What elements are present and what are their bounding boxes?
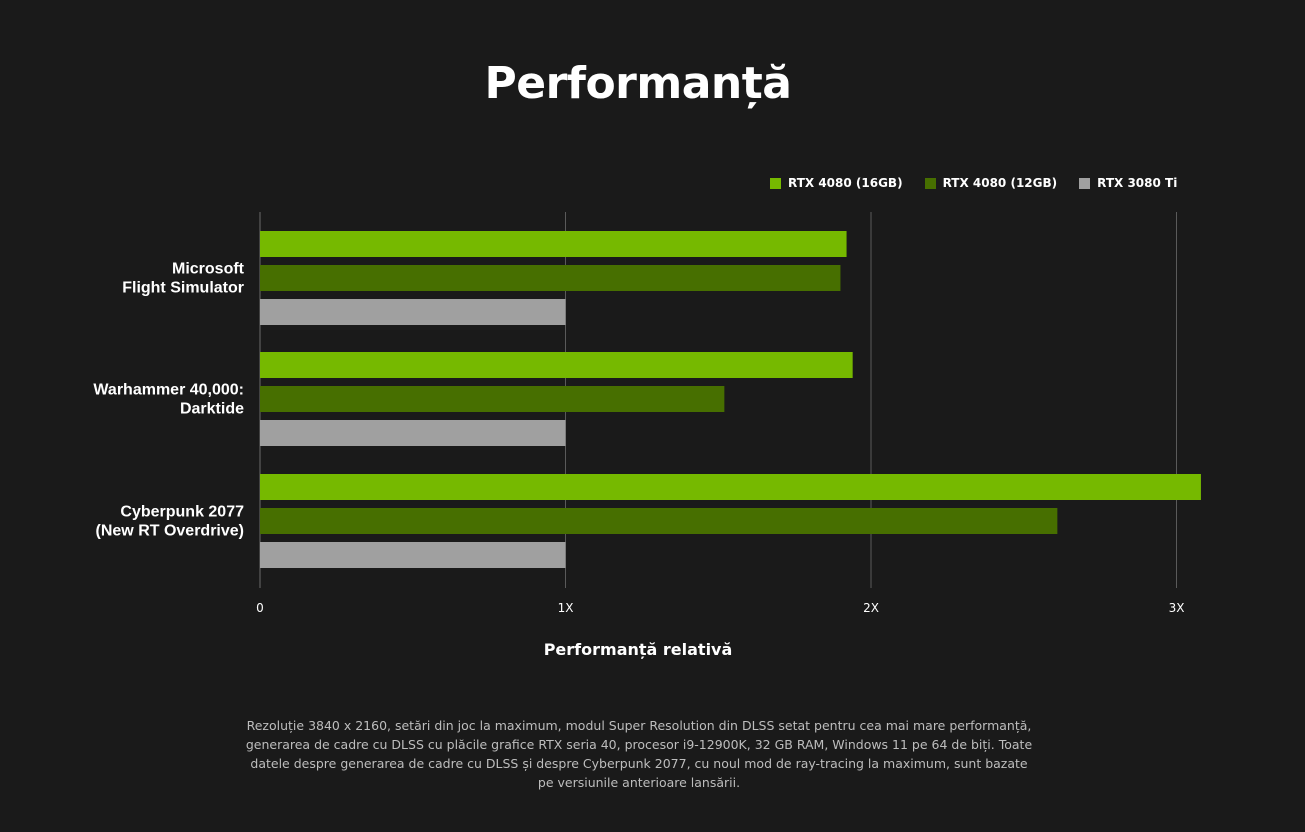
- legend-label-rtx-4080-12gb: RTX 4080 (12GB): [942, 176, 1058, 190]
- legend-swatch-rtx-4080-12gb: [924, 177, 936, 189]
- legend-swatch-rtx-3080-ti: [1079, 177, 1091, 189]
- category-label-microsoft-line-2: Flight Simulator: [122, 280, 244, 297]
- legend-swatch-rtx-4080-16gb: [770, 177, 781, 189]
- category-label-cyberpunk-2077-line-1: Cyberpunk 2077: [120, 504, 244, 521]
- x-tick-label-1x: 1X: [558, 601, 574, 615]
- category-label-warhammer-40-000-line-2: Darktide: [180, 401, 244, 418]
- legend-item-rtx-4080-12gb: RTX 4080 (12GB): [924, 176, 1058, 190]
- x-tick-label-3x: 3X: [1169, 601, 1185, 615]
- legend-label-rtx-4080-16gb: RTX 4080 (16GB): [788, 176, 903, 190]
- bar-warhammer-40-000-rtx-4080-12gb: [260, 386, 725, 412]
- category-label-microsoft-line-1: Microsoft: [172, 261, 245, 278]
- x-axis-label: Performanță relativă: [543, 640, 733, 659]
- bar-microsoft-rtx-3080-ti: [260, 299, 566, 325]
- bar-microsoft-rtx-4080-16gb: [260, 231, 847, 257]
- bar-cyberpunk-2077-rtx-4080-12gb: [260, 508, 1058, 534]
- footnote: Rezoluție 3840 x 2160, setări din joc la…: [245, 718, 1033, 790]
- x-tick-label-0: 0: [256, 601, 264, 615]
- chart-legend: RTX 4080 (16GB) RTX 4080 (12GB) RTX 3080…: [770, 176, 1177, 190]
- bar-chart: 0 1X 2X 3X Microsoft Flight Simulator Warhamme…: [93, 212, 1201, 615]
- category-label-cyberpunk-2077-line-2: (New RT Overdrive): [96, 523, 244, 540]
- bar-cyberpunk-2077-rtx-4080-16gb: [260, 474, 1201, 500]
- x-tick-label-2x: 2X: [863, 601, 879, 615]
- legend-item-rtx-4080-16gb: RTX 4080 (16GB): [770, 176, 903, 190]
- category-label-warhammer-40-000-line-1: Warhammer 40,000:: [93, 382, 244, 399]
- chart-title: Performanță: [484, 58, 792, 109]
- bar-cyberpunk-2077-rtx-3080-ti: [260, 542, 566, 568]
- legend-label-rtx-3080-ti: RTX 3080 Ti: [1097, 176, 1178, 190]
- bar-microsoft-rtx-4080-12gb: [260, 265, 841, 291]
- legend-item-rtx-3080-ti: RTX 3080 Ti: [1079, 176, 1177, 190]
- bar-warhammer-40-000-rtx-3080-ti: [260, 420, 566, 446]
- bar-warhammer-40-000-rtx-4080-16gb: [260, 352, 853, 378]
